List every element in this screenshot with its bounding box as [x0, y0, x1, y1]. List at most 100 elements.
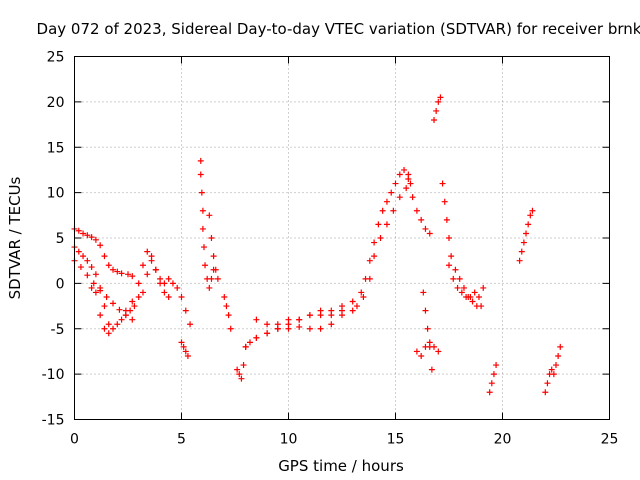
- data-point: [75, 248, 82, 255]
- data-point: [88, 264, 95, 271]
- data-point: [105, 321, 112, 328]
- data-point: [441, 198, 448, 205]
- data-point: [246, 339, 253, 346]
- data-point: [439, 180, 446, 187]
- series-track-v: [486, 362, 500, 396]
- data-point: [475, 293, 482, 300]
- data-point: [139, 289, 146, 296]
- data-point: [101, 253, 108, 260]
- data-point: [366, 257, 373, 264]
- x-tick-label: 10: [280, 432, 298, 448]
- series-track-f: [135, 257, 172, 300]
- data-point: [223, 303, 230, 310]
- data-point: [105, 330, 112, 337]
- data-point: [197, 171, 204, 178]
- series-track-m: [253, 307, 345, 328]
- data-point: [488, 380, 495, 387]
- data-point: [413, 207, 420, 214]
- data-point: [178, 293, 185, 300]
- data-point: [553, 362, 559, 369]
- data-point: [516, 257, 523, 264]
- series-track-q: [413, 339, 442, 359]
- data-point: [197, 157, 204, 164]
- data-point: [178, 339, 185, 346]
- data-point: [264, 321, 271, 328]
- data-point: [225, 312, 232, 319]
- data-point: [548, 366, 555, 373]
- data-point: [418, 352, 425, 359]
- data-point: [118, 270, 125, 277]
- series-track-p: [405, 176, 433, 237]
- data-point: [148, 257, 155, 264]
- data-point: [118, 316, 125, 323]
- data-point: [88, 284, 95, 291]
- data-point: [165, 275, 172, 282]
- data-point: [139, 262, 146, 269]
- data-point: [165, 293, 172, 300]
- series-track-u: [446, 262, 487, 300]
- data-point: [88, 234, 95, 241]
- data-point: [435, 98, 442, 105]
- data-point: [105, 262, 112, 269]
- y-tick-label: 20: [47, 95, 65, 111]
- data-point: [446, 262, 452, 269]
- data-point: [198, 189, 205, 196]
- data-point: [405, 176, 412, 183]
- data-point: [557, 343, 564, 350]
- y-axis-title: SDTVAR / TECUs: [6, 176, 24, 299]
- data-point: [182, 348, 189, 355]
- data-point: [199, 225, 206, 232]
- data-point: [242, 343, 249, 350]
- data-point: [371, 239, 378, 246]
- series-track-d: [88, 284, 138, 337]
- series-track-j: [221, 293, 234, 332]
- data-point: [437, 94, 444, 101]
- data-point: [77, 264, 84, 271]
- data-point: [371, 253, 378, 260]
- data-point: [131, 303, 138, 310]
- data-points: [71, 94, 564, 396]
- data-point: [493, 362, 500, 369]
- data-point: [208, 235, 215, 241]
- data-point: [101, 325, 108, 332]
- data-point: [379, 207, 386, 214]
- data-point: [90, 280, 97, 287]
- data-point: [396, 171, 403, 178]
- data-point: [114, 268, 121, 275]
- data-point: [435, 348, 442, 355]
- data-point: [200, 244, 207, 251]
- data-point: [174, 284, 181, 291]
- series-track-b: [71, 225, 136, 280]
- data-point: [424, 325, 431, 332]
- data-point: [296, 316, 303, 323]
- data-point: [236, 371, 243, 378]
- data-point: [169, 280, 176, 287]
- data-point: [253, 334, 260, 341]
- data-point: [182, 307, 189, 314]
- data-point: [456, 275, 463, 282]
- data-point: [518, 248, 525, 255]
- data-point: [240, 362, 247, 369]
- data-point: [426, 343, 433, 350]
- data-point: [212, 266, 219, 273]
- data-point: [403, 185, 410, 192]
- x-tick-label: 25: [601, 432, 619, 448]
- data-point: [80, 230, 87, 237]
- grid-lines: [74, 56, 610, 420]
- y-tick-label: 0: [56, 276, 65, 292]
- series-track-i: [206, 212, 221, 282]
- data-point: [97, 284, 104, 291]
- data-point: [448, 253, 455, 260]
- data-point: [375, 221, 382, 228]
- data-point: [180, 343, 187, 350]
- data-point: [144, 248, 151, 255]
- data-point: [110, 266, 117, 273]
- data-point: [84, 232, 91, 239]
- data-point: [122, 307, 129, 314]
- series-track-s: [431, 94, 444, 124]
- data-point: [144, 271, 151, 278]
- data-point: [458, 289, 465, 296]
- data-point: [478, 303, 485, 310]
- data-point: [401, 166, 408, 173]
- series-track-c: [71, 244, 112, 328]
